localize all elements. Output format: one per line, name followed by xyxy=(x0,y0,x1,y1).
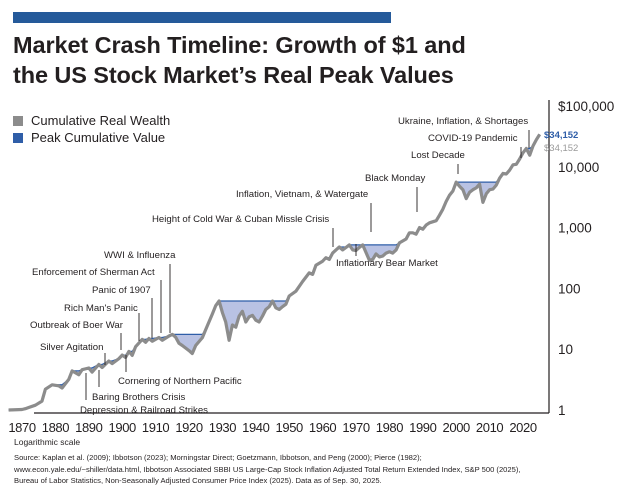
y-tick-label: 100 xyxy=(558,281,581,296)
y-tick-label: 10,000 xyxy=(558,160,599,175)
end-label-peak: $34,152 xyxy=(544,130,578,141)
x-tick-label: 1990 xyxy=(409,420,436,435)
source-line-2: www.econ.yale.edu/~shiller/data.html, Ib… xyxy=(14,464,521,474)
x-tick-label: 1900 xyxy=(109,420,136,435)
scale-note: Logarithmic scale xyxy=(14,437,81,447)
legend: Cumulative Real Wealth Peak Cumulative V… xyxy=(13,112,170,146)
source-note: Source: Kaplan et al. (2009); Ibbotson (… xyxy=(14,452,619,487)
annotation: Enforcement of Sherman Act xyxy=(32,267,162,333)
x-tick-label: 1950 xyxy=(276,420,303,435)
y-tick-label: 1,000 xyxy=(558,221,592,236)
annotation-label: Height of Cold War & Cuban Missle Crisis xyxy=(152,214,329,225)
annotation: Black Monday xyxy=(365,173,425,212)
annotations-layer: Depression & Railroad Strikes Baring Brot… xyxy=(30,116,530,416)
source-line-1: Source: Kaplan et al. (2009); Ibbotson (… xyxy=(14,453,422,462)
x-tick-label: 2010 xyxy=(476,420,503,435)
annotation: Baring Brothers Crisis xyxy=(92,370,186,403)
annotation: Silver Agitation xyxy=(40,342,106,365)
source-line-3: Bureau of Labor Statistics, Non-Seasonal… xyxy=(14,476,382,485)
top-accent-bar xyxy=(13,12,391,23)
annotation-label: Silver Agitation xyxy=(40,342,103,353)
x-tick-label: 2000 xyxy=(443,420,470,435)
end-label-wealth: $34,152 xyxy=(544,143,578,154)
y-tick-label: 10 xyxy=(558,342,573,357)
legend-swatch-wealth xyxy=(13,115,23,126)
annotation-label: WWI & Influenza xyxy=(104,250,176,261)
x-tick-label: 1890 xyxy=(75,420,102,435)
annotation: Height of Cold War & Cuban Missle Crisis xyxy=(152,214,334,247)
x-tick-label: 2020 xyxy=(509,420,536,435)
annotation: Rich Man's Panic xyxy=(64,303,140,341)
annotation: Inflation, Vietnam, & Watergate xyxy=(236,189,372,232)
annotation-label: Cornering of Northern Pacific xyxy=(118,376,242,387)
annotation-label: Depression & Railroad Strikes xyxy=(80,405,208,416)
annotation-label: Lost Decade xyxy=(411,150,465,161)
x-tick-label: 1940 xyxy=(242,420,269,435)
annotation-label: Inflation, Vietnam, & Watergate xyxy=(236,189,368,200)
annotation: Panic of 1907 xyxy=(92,285,153,338)
annotation-label: Ukraine, Inflation, & Shortages xyxy=(398,116,528,127)
annotation: Lost Decade xyxy=(411,150,465,174)
annotation: Cornering of Northern Pacific xyxy=(118,355,242,387)
x-tick-label: 1920 xyxy=(175,420,202,435)
x-tick-label: 1980 xyxy=(376,420,403,435)
wealth-line-layer xyxy=(8,133,542,412)
legend-swatch-peak xyxy=(13,132,23,143)
annotation: COVID-19 Pandemic xyxy=(428,133,522,158)
annotation-label: Enforcement of Sherman Act xyxy=(32,267,155,278)
annotation: Outbreak of Boer War xyxy=(30,320,124,350)
axes-layer: $100,000 10,000 1,000 100 10 1 1870 1880 1890 190… xyxy=(8,99,614,435)
annotation: Inflationary Bear Market xyxy=(336,244,438,269)
x-tick-label: 1880 xyxy=(42,420,69,435)
annotation-label: Rich Man's Panic xyxy=(64,303,138,314)
annotation-label: Baring Brothers Crisis xyxy=(92,392,186,403)
legend-item-peak: Peak Cumulative Value xyxy=(13,129,170,146)
chart-title: Market Crash Timeline: Growth of $1 and … xyxy=(13,30,613,90)
annotation: Depression & Railroad Strikes xyxy=(80,373,208,416)
x-tick-label: 1930 xyxy=(209,420,236,435)
annotation-label: Black Monday xyxy=(365,173,425,184)
annotation: WWI & Influenza xyxy=(104,250,176,333)
annotation: Ukraine, Inflation, & Shortages xyxy=(398,116,530,148)
annotation-label: Outbreak of Boer War xyxy=(30,320,124,331)
annotation-label: COVID-19 Pandemic xyxy=(428,133,518,144)
x-tick-label: 1960 xyxy=(309,420,336,435)
chart-title-line-1: Market Crash Timeline: Growth of $1 and xyxy=(13,32,466,58)
legend-label-wealth: Cumulative Real Wealth xyxy=(31,113,171,128)
chart-title-line-2: the US Stock Market’s Real Peak Values xyxy=(13,62,454,88)
x-tick-label: 1970 xyxy=(342,420,369,435)
y-tick-label: 1 xyxy=(558,403,566,418)
annotation-label: Inflationary Bear Market xyxy=(336,258,438,269)
legend-item-wealth: Cumulative Real Wealth xyxy=(13,112,170,129)
y-tick-label: $100,000 xyxy=(558,99,614,114)
legend-label-peak: Peak Cumulative Value xyxy=(31,130,166,145)
cumulative-wealth-line xyxy=(8,133,542,412)
x-tick-label: 1870 xyxy=(8,420,35,435)
x-tick-label: 1910 xyxy=(142,420,169,435)
annotation-label: Panic of 1907 xyxy=(92,285,151,296)
